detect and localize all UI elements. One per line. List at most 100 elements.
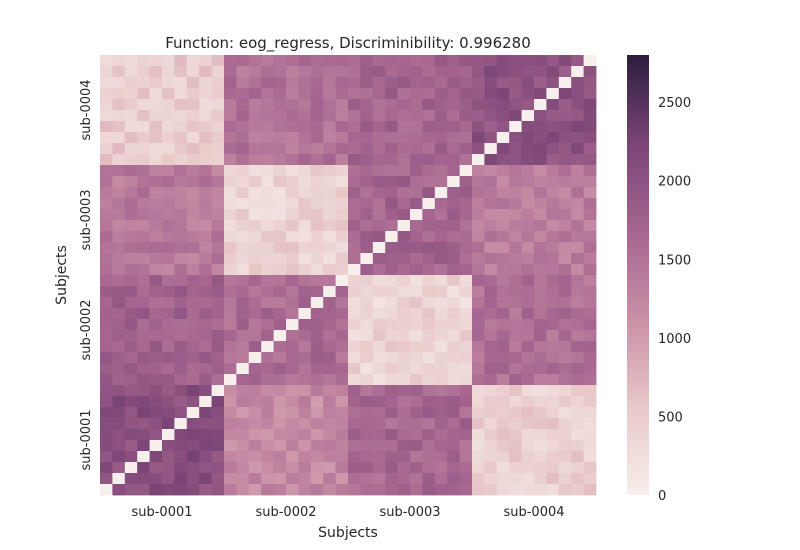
- heatmap-cell: [323, 154, 336, 166]
- heatmap-cell: [534, 462, 547, 474]
- heatmap-cell: [372, 363, 386, 375]
- heatmap-cell: [372, 484, 386, 496]
- heatmap-cell: [571, 484, 584, 496]
- heatmap-cell: [459, 462, 473, 474]
- heatmap-cell: [509, 231, 522, 243]
- heatmap-cell: [496, 220, 510, 232]
- heatmap-cell: [224, 286, 237, 298]
- heatmap-cell: [372, 176, 386, 188]
- heatmap-cell: [162, 330, 175, 342]
- heatmap-cell: [335, 88, 349, 100]
- heatmap-cell: [323, 264, 336, 276]
- heatmap-cell: [496, 440, 510, 452]
- heatmap-cell: [534, 286, 547, 298]
- heatmap-cell: [124, 440, 138, 452]
- heatmap-cell: [558, 99, 572, 111]
- heatmap-cell: [583, 242, 597, 254]
- heatmap-cell: [434, 209, 448, 221]
- heatmap-cell: [286, 462, 299, 474]
- heatmap-cell: [410, 77, 423, 89]
- heatmap-cell: [434, 286, 448, 298]
- heatmap-cell: [323, 429, 336, 441]
- heatmap-cell: [211, 352, 225, 364]
- heatmap-cell: [546, 88, 560, 100]
- heatmap-cell: [534, 154, 547, 166]
- heatmap-cell: [472, 451, 485, 463]
- heatmap-cell: [286, 297, 299, 309]
- heatmap-cell: [335, 66, 349, 78]
- heatmap-cell: [273, 253, 287, 265]
- heatmap-cell: [385, 165, 398, 177]
- heatmap-cell: [558, 88, 572, 100]
- heatmap-cell: [112, 484, 126, 496]
- heatmap-cell: [459, 121, 473, 133]
- heatmap-cell: [286, 286, 299, 298]
- heatmap-cell: [162, 121, 175, 133]
- heatmap-cell: [186, 385, 200, 397]
- heatmap-cell: [186, 242, 200, 254]
- heatmap-cell: [422, 341, 436, 353]
- heatmap-cell: [521, 198, 535, 210]
- heatmap-cell: [335, 462, 349, 474]
- heatmap-cell: [248, 55, 262, 67]
- heatmap-cell: [298, 473, 312, 485]
- heatmap-cell: [558, 352, 572, 364]
- heatmap-cell: [310, 264, 324, 276]
- heatmap-cell: [335, 484, 349, 496]
- heatmap-cell: [162, 352, 175, 364]
- heatmap-cell: [521, 319, 535, 331]
- heatmap-cell: [224, 484, 237, 496]
- heatmap-cell: [546, 220, 560, 232]
- heatmap-cell: [248, 451, 262, 463]
- heatmap-cell: [360, 242, 374, 254]
- heatmap-cell: [137, 352, 150, 364]
- heatmap-cell: [236, 297, 250, 309]
- heatmap-cell: [137, 264, 150, 276]
- heatmap-cell: [534, 297, 547, 309]
- heatmap-cell: [211, 242, 225, 254]
- heatmap-cell: [348, 253, 361, 265]
- heatmap-cell: [310, 297, 324, 309]
- heatmap-cell: [211, 286, 225, 298]
- heatmap-cell: [348, 121, 361, 133]
- heatmap-cell: [335, 385, 349, 397]
- heatmap-cell: [372, 473, 386, 485]
- heatmap-cell: [100, 341, 113, 353]
- heatmap-cell: [410, 396, 423, 408]
- heatmap-cell: [100, 319, 113, 331]
- heatmap-cell: [199, 77, 212, 89]
- heatmap-cell: [323, 374, 336, 386]
- heatmap-cell: [174, 209, 188, 221]
- heatmap-cell: [459, 385, 473, 397]
- heatmap-cell: [248, 132, 262, 144]
- heatmap-cell: [186, 198, 200, 210]
- heatmap-cell: [261, 209, 274, 221]
- heatmap-cell: [484, 308, 498, 320]
- heatmap-cell: [186, 143, 200, 155]
- heatmap-cell: [149, 77, 163, 89]
- heatmap-cell: [162, 297, 175, 309]
- heatmap-cell: [385, 440, 398, 452]
- heatmap-cell: [422, 209, 436, 221]
- heatmap-cell: [472, 418, 485, 430]
- heatmap-cell: [472, 440, 485, 452]
- heatmap-cell: [261, 385, 274, 397]
- heatmap-cell: [447, 396, 460, 408]
- heatmap-cell: [149, 187, 163, 199]
- heatmap-cell: [162, 275, 175, 287]
- heatmap-cell: [459, 55, 473, 67]
- heatmap-cell: [112, 429, 126, 441]
- heatmap-cell: [323, 88, 336, 100]
- heatmap-cell: [236, 77, 250, 89]
- heatmap-cell: [137, 396, 150, 408]
- heatmap-cell: [174, 110, 188, 122]
- heatmap-cell: [385, 418, 398, 430]
- heatmap-cell: [100, 242, 113, 254]
- heatmap-cell: [496, 451, 510, 463]
- colorbar-tick-label: 2500: [658, 96, 691, 111]
- heatmap-cell: [137, 374, 150, 386]
- heatmap-cell: [124, 143, 138, 155]
- heatmap-cell: [546, 363, 560, 375]
- heatmap-cell: [410, 473, 423, 485]
- heatmap-cell: [348, 363, 361, 375]
